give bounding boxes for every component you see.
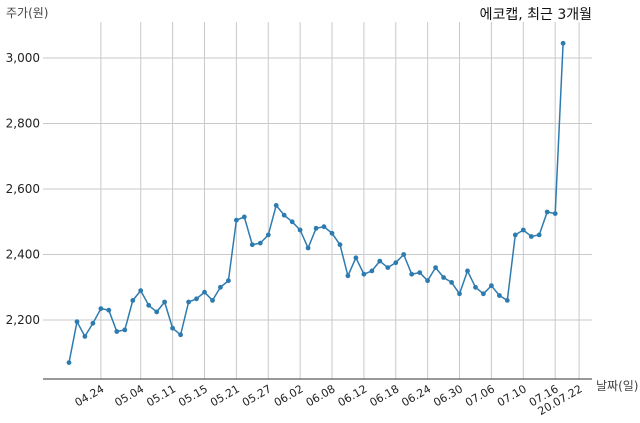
data-point: [98, 306, 104, 311]
y-axis-label: 주가(원): [6, 6, 48, 20]
x-tick-label: 05.21: [208, 382, 242, 409]
data-point: [433, 265, 438, 270]
data-point: [234, 217, 239, 223]
data-point: [210, 298, 215, 303]
data-point: [202, 289, 207, 295]
data-point: [194, 296, 199, 302]
data-point: [552, 211, 558, 217]
x-tick-label: 07.10: [495, 382, 529, 409]
y-tick-label: 2,400: [6, 248, 40, 262]
data-point: [265, 232, 271, 238]
x-tick-labels: 04.24 05.0405.1105.1505.2105.2706.0206.08…: [73, 382, 585, 418]
data-point: [321, 224, 327, 230]
data-point: [425, 278, 430, 284]
data-point: [385, 265, 391, 270]
y-tick-label: 2,600: [6, 182, 40, 196]
data-point: [122, 327, 128, 333]
data-point: [409, 271, 415, 277]
data-point: [377, 258, 383, 264]
data-point: [361, 271, 367, 277]
data-point: [497, 293, 502, 298]
data-point: [544, 209, 550, 215]
data-point: [114, 329, 120, 334]
data-point: [329, 230, 335, 236]
data-point: [82, 334, 88, 339]
x-tick-label: 05.11: [144, 382, 178, 409]
x-tick-label: 05.27: [240, 382, 274, 409]
data-point: [106, 307, 112, 313]
data-point: [297, 227, 303, 233]
x-tick-label: 04.24: [73, 382, 107, 409]
y-tick-label: 2,200: [6, 313, 40, 327]
data-point: [186, 299, 192, 305]
data-point: [74, 319, 80, 325]
data-point: [241, 214, 247, 220]
data-point: [281, 212, 287, 218]
x-tick-label: 06.12: [336, 382, 370, 409]
x-tick-label: 05.15: [176, 382, 210, 409]
data-point: [417, 270, 423, 275]
data-point: [305, 245, 311, 251]
grid-layer: [43, 22, 592, 379]
data-point: [345, 273, 351, 279]
data-point: [393, 260, 399, 266]
series-line: [68, 43, 564, 363]
data-point: [154, 309, 160, 315]
data-point: [146, 302, 152, 308]
data-point: [489, 283, 494, 289]
y-tick-labels: 2,200 2,400 2,600 2,800 3,000: [6, 51, 40, 327]
data-point: [536, 232, 542, 238]
data-point: [257, 240, 263, 246]
data-point: [90, 320, 96, 326]
data-point: [512, 232, 518, 238]
x-axis-label: 날짜(일): [596, 379, 638, 393]
data-point: [289, 219, 295, 225]
data-point: [401, 252, 407, 257]
data-point: [528, 234, 534, 239]
data-point: [520, 227, 526, 233]
data-point: [162, 299, 168, 305]
data-points: [66, 40, 566, 365]
x-tick-label: 06.24: [399, 382, 433, 409]
data-point: [249, 242, 255, 248]
data-point: [66, 360, 72, 365]
data-point: [369, 268, 375, 274]
x-tick-label: 06.30: [431, 382, 465, 409]
data-point: [449, 280, 454, 285]
x-tick-label: 07.06: [463, 382, 497, 409]
data-point: [313, 225, 319, 231]
data-point: [465, 268, 470, 274]
y-tick-label: 2,800: [6, 117, 40, 131]
x-tick-label: 06.08: [304, 382, 338, 409]
data-point: [481, 291, 486, 297]
data-point: [441, 275, 446, 280]
chart-title: 에코캡, 최근 3개월: [480, 7, 592, 23]
data-point: [560, 40, 566, 46]
data-point: [337, 242, 343, 248]
data-point: [130, 298, 136, 303]
data-point: [353, 255, 359, 261]
data-point: [218, 284, 223, 290]
data-point: [273, 203, 279, 208]
data-point: [138, 288, 144, 293]
data-point: [504, 298, 510, 303]
y-tick-label: 3,000: [6, 51, 40, 65]
data-point: [473, 284, 478, 290]
data-point: [226, 278, 231, 284]
data-point: [170, 325, 176, 331]
x-tick-label: 06.18: [367, 382, 401, 409]
data-point: [178, 332, 184, 338]
data-point: [457, 291, 462, 297]
x-tick-label: 05.04: [112, 382, 146, 409]
x-tick-label: 06.02: [272, 382, 306, 409]
